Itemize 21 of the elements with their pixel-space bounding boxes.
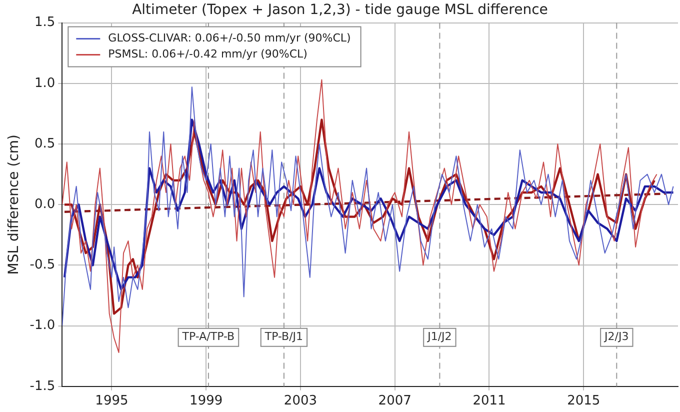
y-tick-label: -1.0 <box>30 318 56 334</box>
ref-line-label: TP-B/J1 <box>264 330 304 344</box>
x-tick-label: 2003 <box>284 394 318 409</box>
ref-line-label: J2/J3 <box>604 330 629 344</box>
ref-line-label: TP-A/TP-B <box>181 330 235 344</box>
y-tick-label: -0.5 <box>30 258 56 273</box>
y-axis-title: MSL difference (cm) <box>6 134 22 275</box>
x-tick-label: 2007 <box>378 394 412 409</box>
x-tick-label: 2015 <box>567 394 600 409</box>
x-tick-label: 1999 <box>190 394 223 409</box>
legend-label: GLOSS-CLIVAR: 0.06+/-0.50 mm/yr (90%CL) <box>108 32 351 45</box>
ref-line-label: J1/J2 <box>426 330 452 344</box>
y-tick-label: 0.5 <box>34 136 56 152</box>
y-tick-label: 0.0 <box>34 196 56 212</box>
x-tick-label: 1995 <box>95 394 128 409</box>
y-tick-label: -1.5 <box>30 378 56 394</box>
y-tick-label: 1.5 <box>34 15 56 30</box>
y-tick-label: 1.0 <box>34 76 56 91</box>
legend-label: PSMSL: 0.06+/-0.42 mm/yr (90%CL) <box>108 48 308 61</box>
chart-title: Altimeter (Topex + Jason 1,2,3) - tide gauge MSL difference <box>132 2 548 18</box>
x-tick-label: 2011 <box>472 394 506 409</box>
